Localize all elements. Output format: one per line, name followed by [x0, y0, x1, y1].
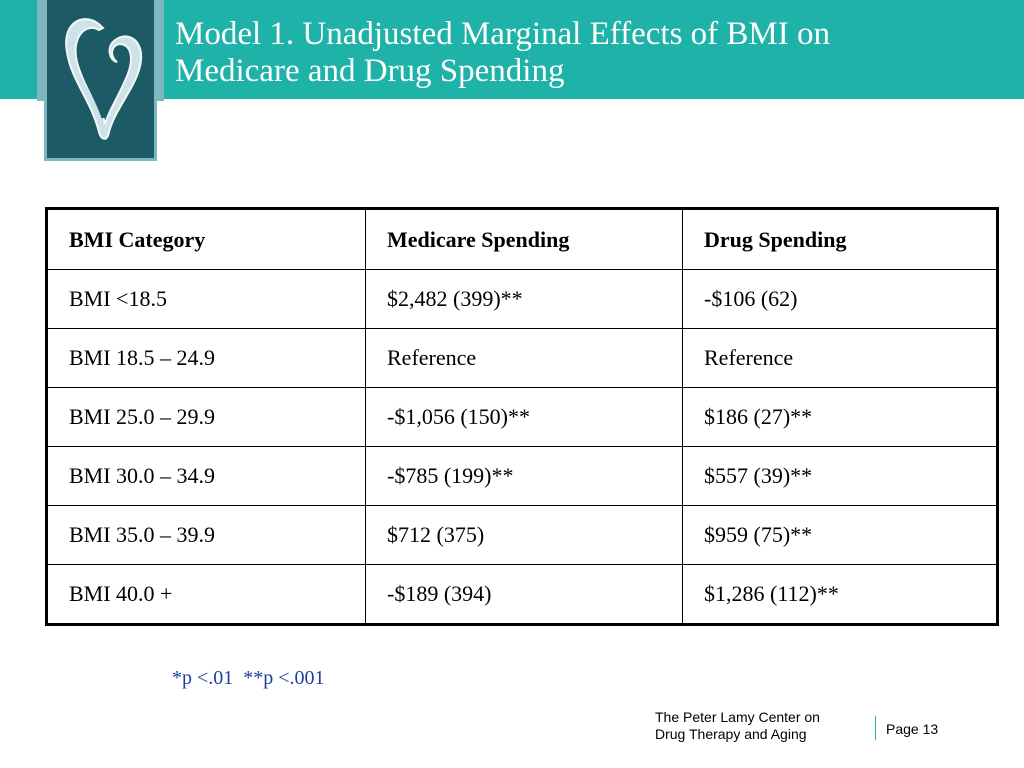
center-name-line-1: The Peter Lamy Center on — [655, 709, 820, 725]
slide-title-line-1: Model 1. Unadjusted Marginal Effects of … — [175, 16, 831, 52]
drug-spending-cell: Reference — [682, 328, 998, 388]
header-bmi-category: BMI Category — [46, 208, 366, 270]
bmi-category-cell: BMI 35.0 – 39.9 — [46, 505, 366, 565]
drug-spending-cell: $186 (27)** — [682, 387, 998, 447]
medicare-spending-cell: $2,482 (399)** — [365, 269, 683, 329]
medicare-spending-cell: $712 (375) — [365, 505, 683, 565]
center-logo — [44, 0, 157, 161]
bmi-category-cell: BMI <18.5 — [46, 269, 366, 329]
bmi-spending-table: BMI Category Medicare Spending Drug Spen… — [45, 207, 999, 626]
table-row: BMI 18.5 – 24.9 Reference Reference — [46, 328, 998, 388]
bmi-category-cell: BMI 40.0 + — [46, 564, 366, 625]
drug-spending-cell: $557 (39)** — [682, 446, 998, 506]
table-row: BMI 30.0 – 34.9 -$785 (199)** $557 (39)*… — [46, 446, 998, 506]
center-name-line-2: Drug Therapy and Aging — [655, 726, 807, 742]
table-row: BMI 25.0 – 29.9 -$1,056 (150)** $186 (27… — [46, 387, 998, 447]
bmi-category-cell: BMI 18.5 – 24.9 — [46, 328, 366, 388]
header-drug-spending: Drug Spending — [682, 208, 998, 270]
bmi-category-cell: BMI 25.0 – 29.9 — [46, 387, 366, 447]
center-name: The Peter Lamy Center on Drug Therapy an… — [655, 709, 870, 743]
significance-footnote: *p <.01 **p <.001 — [172, 667, 325, 689]
medicare-spending-cell: -$785 (199)** — [365, 446, 683, 506]
table-header-row: BMI Category Medicare Spending Drug Spen… — [46, 208, 998, 270]
drug-spending-cell: $1,286 (112)** — [682, 564, 998, 625]
footer-divider — [875, 716, 876, 740]
medicare-spending-cell: -$189 (394) — [365, 564, 683, 625]
drug-spending-cell: -$106 (62) — [682, 269, 998, 329]
drug-spending-cell: $959 (75)** — [682, 505, 998, 565]
slide-title: Model 1. Unadjusted Marginal Effects of … — [175, 16, 1015, 90]
medicare-spending-cell: -$1,056 (150)** — [365, 387, 683, 447]
heart-logo-icon — [65, 18, 143, 140]
table-row: BMI 35.0 – 39.9 $712 (375) $959 (75)** — [46, 505, 998, 565]
page-number: Page 13 — [886, 721, 939, 737]
table-row: BMI <18.5 $2,482 (399)** -$106 (62) — [46, 269, 998, 329]
slide-title-line-2: Medicare and Drug Spending — [175, 53, 565, 89]
table-row: BMI 40.0 + -$189 (394) $1,286 (112)** — [46, 564, 998, 625]
medicare-spending-cell: Reference — [365, 328, 683, 388]
bmi-category-cell: BMI 30.0 – 34.9 — [46, 446, 366, 506]
header-medicare-spending: Medicare Spending — [365, 208, 683, 270]
header-bar — [0, 0, 1024, 99]
